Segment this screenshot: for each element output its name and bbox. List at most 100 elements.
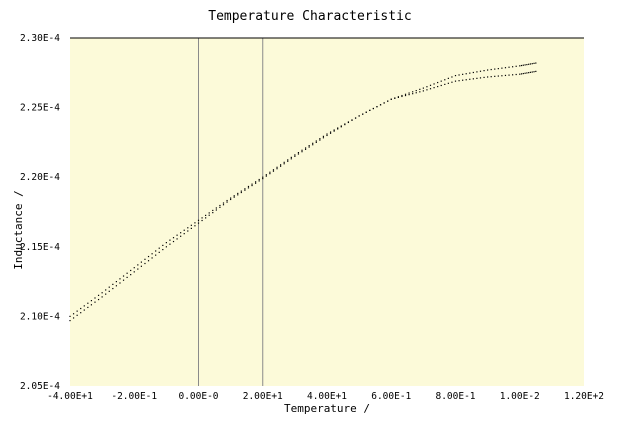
data-point: [301, 149, 303, 151]
data-point: [194, 222, 196, 224]
data-point: [83, 305, 85, 307]
data-point: [397, 96, 399, 98]
data-point: [258, 178, 260, 181]
data-point: [212, 212, 214, 214]
data-point: [180, 235, 182, 237]
data-point: [105, 293, 107, 295]
data-point: [483, 70, 485, 72]
data-point: [126, 272, 128, 274]
data-point: [390, 98, 392, 100]
data-point: [447, 77, 449, 79]
data-point: [101, 292, 103, 294]
plot-area: [70, 38, 584, 386]
data-point: [226, 201, 228, 203]
data-point: [72, 317, 75, 319]
data-point: [158, 251, 160, 253]
data-point: [133, 267, 135, 269]
data-point: [329, 132, 332, 134]
data-point: [172, 240, 175, 243]
data-point: [315, 140, 317, 142]
data-point: [319, 138, 321, 140]
data-point: [205, 214, 207, 216]
data-point: [529, 63, 532, 65]
data-point: [426, 89, 428, 91]
data-point: [240, 191, 242, 194]
data-point: [69, 315, 71, 317]
reference-lines: [198, 38, 264, 386]
data-point: [519, 73, 521, 75]
data-point: [162, 244, 164, 247]
data-point: [451, 81, 453, 83]
data-point: [458, 80, 460, 82]
data-points: [69, 62, 537, 322]
data-point: [497, 68, 499, 70]
data-point: [151, 253, 153, 255]
data-point: [526, 72, 528, 74]
data-point: [501, 75, 503, 77]
data-point: [237, 194, 239, 196]
data-point: [108, 290, 110, 292]
y-tick-label: 2.10E-4: [20, 311, 60, 322]
data-point: [290, 156, 292, 158]
data-point: [408, 94, 410, 96]
data-point: [454, 74, 457, 77]
data-point: [497, 75, 499, 77]
data-point: [437, 81, 439, 84]
data-point: [528, 72, 530, 74]
data-point: [251, 183, 253, 185]
y-tick-label: 2.25E-4: [20, 103, 60, 114]
data-point: [262, 177, 264, 180]
x-tick-label: 2.00E+1: [243, 391, 283, 402]
data-point: [462, 79, 464, 81]
data-point: [76, 314, 78, 316]
data-point: [137, 264, 139, 266]
data-point: [205, 217, 207, 219]
data-point: [479, 70, 482, 72]
data-point: [176, 234, 178, 236]
data-point: [476, 77, 478, 79]
data-point: [419, 88, 421, 90]
data-point: [87, 302, 89, 304]
data-point: [112, 287, 114, 290]
data-point: [535, 70, 537, 73]
data-point: [94, 297, 96, 299]
data-point: [531, 71, 533, 73]
data-point: [401, 94, 403, 97]
data-point: [290, 158, 292, 160]
data-point: [265, 175, 267, 177]
data-point: [212, 209, 214, 212]
y-tick-label: 2.20E-4: [20, 172, 60, 183]
data-point: [112, 283, 114, 285]
data-point: [308, 146, 310, 148]
data-point: [297, 152, 300, 154]
data-point: [208, 214, 210, 216]
data-point: [115, 281, 117, 283]
data-point: [155, 250, 157, 252]
data-point: [429, 88, 432, 90]
data-point: [283, 163, 285, 165]
data-point: [197, 222, 200, 224]
data-point: [265, 174, 267, 176]
data-point: [358, 115, 360, 117]
data-point: [304, 148, 307, 150]
data-point: [508, 74, 510, 76]
data-point: [155, 254, 157, 256]
data-point: [108, 286, 110, 288]
data-point: [487, 69, 489, 71]
x-axis-label: Temperature /: [284, 402, 370, 415]
data-point: [487, 76, 489, 78]
data-point: [201, 219, 203, 222]
data-point: [262, 176, 264, 178]
data-point: [472, 71, 474, 74]
data-point: [444, 79, 446, 81]
data-point: [531, 63, 533, 65]
data-point: [383, 102, 385, 104]
data-point: [426, 86, 428, 88]
data-point: [187, 227, 189, 229]
data-point: [122, 279, 125, 281]
data-point: [522, 72, 524, 75]
data-point: [283, 161, 285, 163]
data-point: [169, 243, 171, 245]
data-point: [80, 312, 82, 314]
data-point: [237, 192, 239, 195]
